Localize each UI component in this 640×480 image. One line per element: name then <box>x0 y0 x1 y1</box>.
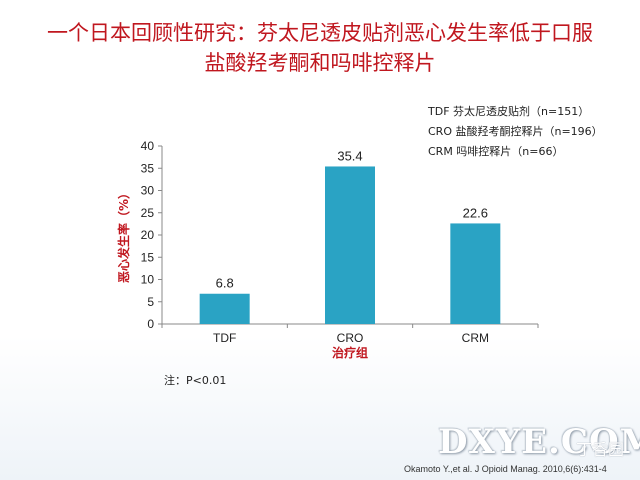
legend-entry-crm: CRM 吗啡控释片（n=66） <box>428 145 564 158</box>
y-tick-label: 20 <box>141 228 155 242</box>
x-axis-title: 治疗组 <box>332 345 368 360</box>
y-tick-label: 10 <box>141 273 155 287</box>
y-tick-label: 35 <box>141 161 155 175</box>
slide-title-line1: 一个日本回顾性研究：芬太尼透皮贴剂恶心发生率低于口服 <box>47 21 593 45</box>
data-label-crm: 22.6 <box>463 205 488 220</box>
y-tick-label: 40 <box>141 139 155 153</box>
x-tick-label-cro: CRO <box>337 331 364 345</box>
legend-entry-tdf: TDF 芬太尼透皮贴剂（n=151） <box>428 105 590 118</box>
bar-tdf <box>199 293 250 324</box>
bar-cro <box>325 166 375 324</box>
watermark-logo-text: 丁香园 <box>576 440 625 459</box>
data-label-cro: 35.4 <box>337 148 362 163</box>
x-tick-label-crm: CRM <box>462 331 489 345</box>
slide-title-line2: 盐酸羟考酮和吗啡控释片 <box>204 51 436 75</box>
y-tick-label: 0 <box>147 317 154 331</box>
slide-title: 一个日本回顾性研究：芬太尼透皮贴剂恶心发生率低于口服 盐酸羟考酮和吗啡控释片 <box>20 18 620 78</box>
legend: TDF 芬太尼透皮贴剂（n=151） CRO 盐酸羟考酮控释片（n=196） C… <box>428 102 603 162</box>
citation: Okamoto Y.,et al. J Opioid Manag. 2010,6… <box>404 464 607 474</box>
data-label-tdf: 6.8 <box>216 276 234 291</box>
y-axis-title: 恶心发生率（%） <box>116 187 131 283</box>
y-tick-label: 25 <box>141 206 155 220</box>
x-tick-label-tdf: TDF <box>213 331 236 345</box>
y-tick-label: 5 <box>147 295 154 309</box>
significance-note: 注：P<0.01 <box>164 374 227 387</box>
watermark-logo: DXYE.COM <box>438 422 640 462</box>
y-tick-label: 15 <box>141 250 155 264</box>
bar-crm <box>450 223 501 324</box>
legend-entry-cro: CRO 盐酸羟考酮控释片（n=196） <box>428 125 603 138</box>
y-tick-label: 30 <box>141 184 155 198</box>
